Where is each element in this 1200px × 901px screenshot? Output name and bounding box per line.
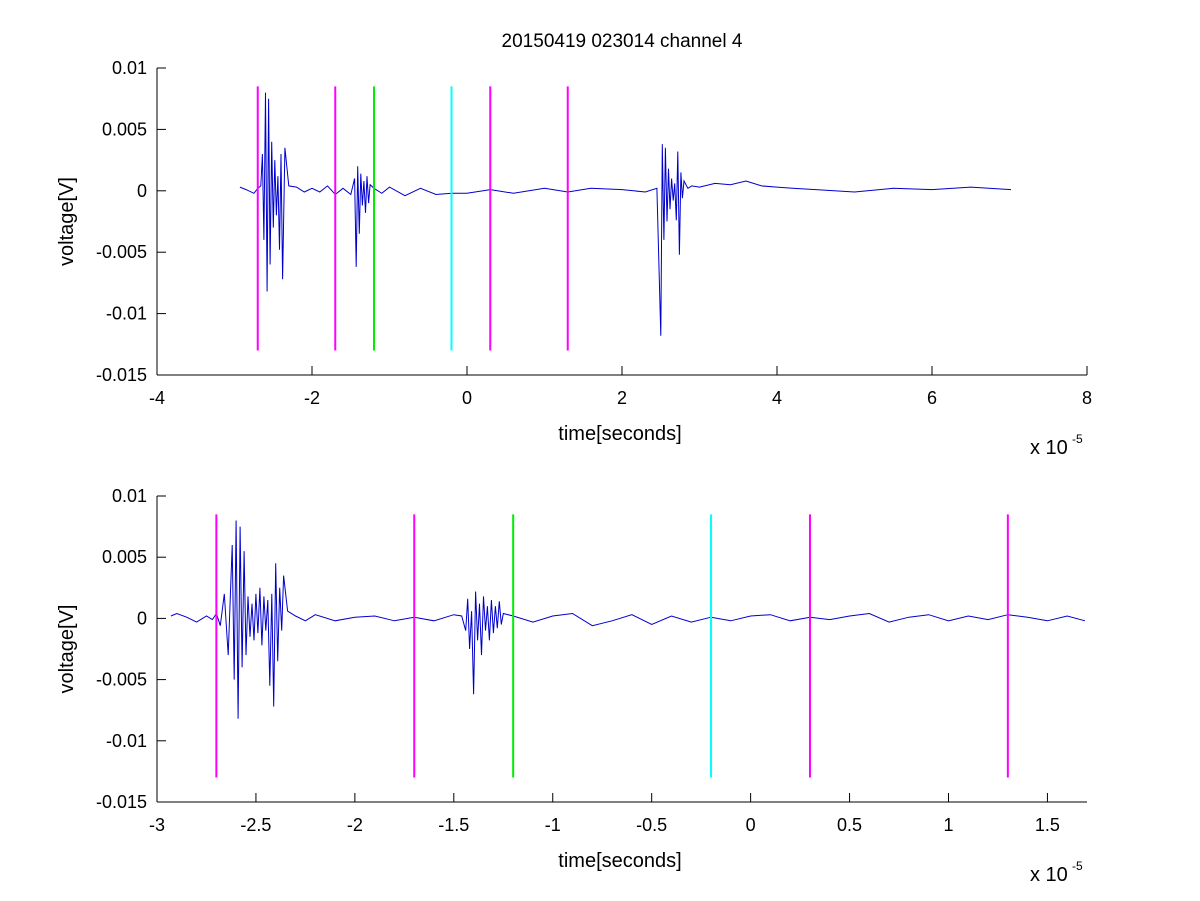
bottom-x-tick-label: 1.5: [1035, 815, 1060, 835]
bottom-x-tick-label: 0: [746, 815, 756, 835]
top-x-tick-label: 0: [462, 388, 472, 408]
top-x-tick-label: -4: [149, 388, 165, 408]
top-x-tick-label: 8: [1082, 388, 1092, 408]
bottom-x-tick-label: -1.5: [438, 815, 469, 835]
top-y-tick-label: -0.01: [106, 304, 147, 324]
top-y-tick-label: 0.01: [112, 58, 147, 78]
top-x-tick-label: 6: [927, 388, 937, 408]
bottom-x-tick-label: 1: [943, 815, 953, 835]
top-signal-series: [239, 92, 1012, 336]
bottom-x-tick-label: -1: [545, 815, 561, 835]
bottom-x-tick-label: 0.5: [837, 815, 862, 835]
top-x-exponent: -5: [1072, 432, 1083, 446]
top-y-tick-label: 0: [137, 181, 147, 201]
top-x-exponent-label: x 10: [1030, 437, 1068, 459]
top-x-tick-label: 2: [617, 388, 627, 408]
bottom-plot: -0.015 -0.01 -0.005 0 0.005 0.01 -3 -2.5 -2 -1.5 -…: [56, 486, 1087, 886]
top-y-tick-label: -0.005: [96, 242, 147, 262]
top-x-tick-label: 4: [772, 388, 782, 408]
top-plot: -0.015 -0.01 -0.005 0 0.005 0.01 -4 -2 0 2 4 6 8 time…: [56, 58, 1092, 459]
figure-title: 20150419 023014 channel 4: [502, 31, 743, 52]
bottom-x-tick-label: -3: [149, 815, 165, 835]
top-y-axis-label: voltage[V]: [56, 177, 78, 266]
bottom-x-tick-label: -2.5: [240, 815, 271, 835]
bottom-y-axis-label: voltage[V]: [56, 605, 78, 694]
bottom-x-axis-label: time[seconds]: [558, 850, 681, 872]
bottom-x-tick-label: -0.5: [636, 815, 667, 835]
bottom-y-tick-label: -0.015: [96, 792, 147, 812]
bottom-y-tick-label: -0.01: [106, 731, 147, 751]
bottom-x-exponent-label: x 10: [1030, 864, 1068, 886]
top-x-tick-label: -2: [304, 388, 320, 408]
bottom-x-tick-label: -2: [347, 815, 363, 835]
bottom-y-tick-label: 0.01: [112, 486, 147, 506]
top-x-axis-label: time[seconds]: [558, 423, 681, 445]
bottom-y-tick-label: -0.005: [96, 670, 147, 690]
bottom-y-tick-label: 0: [137, 608, 147, 628]
bottom-y-tick-label: 0.005: [102, 547, 147, 567]
top-y-tick-label: 0.005: [102, 119, 147, 139]
top-y-tick-label: -0.015: [96, 365, 147, 385]
bottom-signal-series: [170, 520, 1086, 719]
bottom-x-exponent: -5: [1072, 859, 1083, 873]
